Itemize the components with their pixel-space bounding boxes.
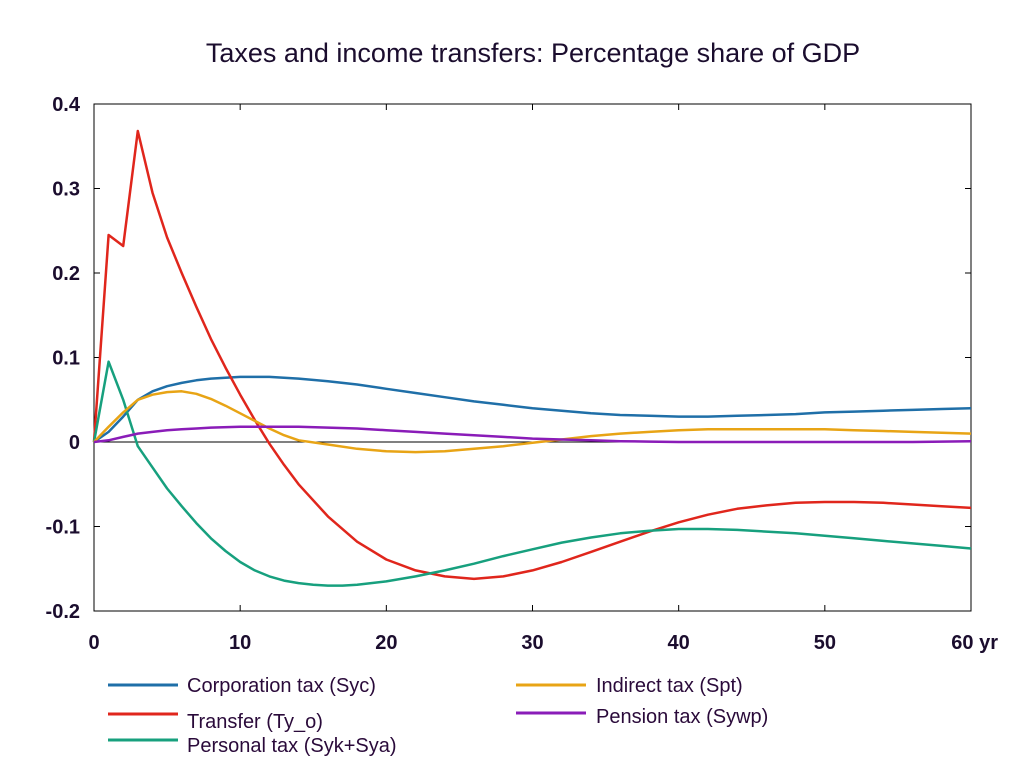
x-tick-label: 40 — [668, 632, 690, 654]
legend: Corporation tax (Syc) Transfer (Ty_o)Pers… — [108, 675, 768, 757]
series-line — [93, 375, 972, 444]
series-line — [93, 390, 972, 454]
x-tick-label: 20 — [375, 632, 397, 654]
series-line — [92, 360, 972, 587]
x-tick-label: 50 — [814, 632, 836, 654]
legend-label: Pension tax (Sywp) — [596, 706, 768, 728]
series-line — [93, 425, 972, 444]
legend-label: Indirect tax (Spt) — [596, 675, 743, 697]
y-tick-label: 0.1 — [52, 348, 80, 370]
x-tick-label: 10 — [229, 632, 251, 654]
y-tick-label: -0.2 — [46, 601, 80, 623]
plot-frame — [93, 103, 972, 612]
y-tick-label: 0.4 — [52, 94, 81, 116]
y-tick-label: 0.3 — [52, 179, 80, 201]
legend-label: Transfer (Ty_o) — [187, 711, 323, 733]
x-tick-label: 30 — [521, 632, 543, 654]
y-tick-label: 0 — [69, 432, 80, 454]
legend-label: Personal tax (Syk+Sya) — [187, 735, 397, 757]
x-tick-label: 60 yr — [951, 632, 998, 654]
x-tick-label: 0 — [88, 632, 99, 654]
legend-label: Corporation tax (Syc) — [187, 675, 376, 697]
chart-title: Taxes and income transfers: Percentage s… — [206, 38, 860, 68]
y-tick-label: 0.2 — [52, 263, 80, 285]
y-tick-label: -0.1 — [46, 517, 80, 539]
axes: 0.4 0.3 0.2 0.1 0 -0.1 -0.2 0 10 20 30 40 50 60 yr — [46, 94, 999, 654]
series-lines — [92, 129, 972, 587]
series-line — [92, 129, 972, 581]
